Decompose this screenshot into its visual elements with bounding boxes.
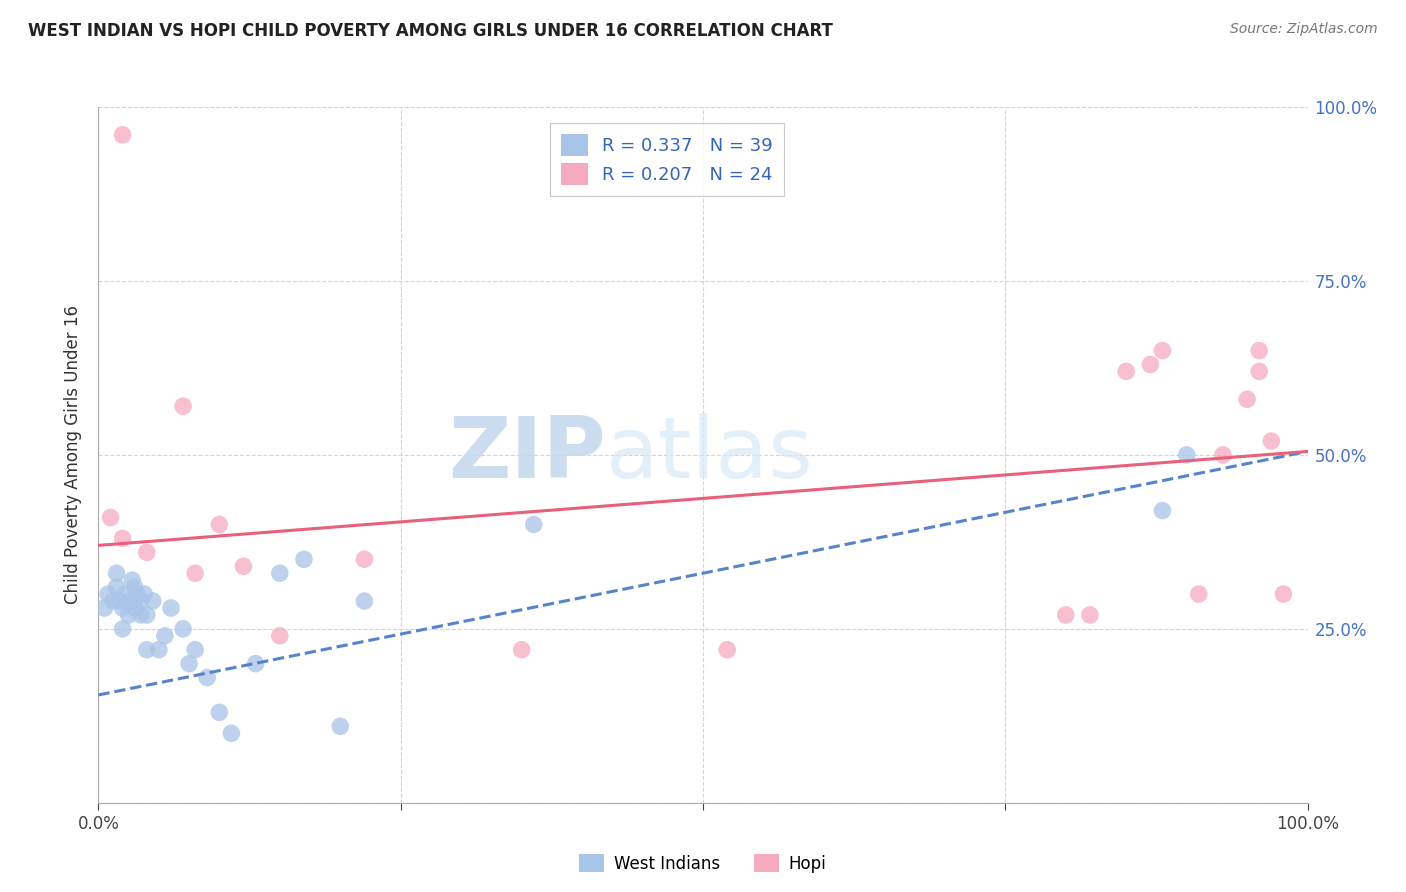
Y-axis label: Child Poverty Among Girls Under 16: Child Poverty Among Girls Under 16: [65, 305, 83, 605]
Point: [1249, 343, 1271, 358]
Point: [269, 566, 291, 581]
Point: [208, 706, 231, 720]
Text: atlas: atlas: [606, 413, 814, 497]
Point: [208, 517, 231, 532]
Point: [153, 629, 176, 643]
Point: [100, 510, 122, 524]
Point: [184, 642, 207, 657]
Point: [353, 552, 375, 566]
Point: [148, 642, 170, 657]
Point: [1249, 364, 1271, 378]
Point: [179, 657, 201, 671]
Point: [1175, 448, 1198, 462]
Point: [124, 580, 146, 594]
Point: [1272, 587, 1295, 601]
Point: [292, 552, 315, 566]
Point: [1054, 607, 1077, 622]
Point: [245, 657, 267, 671]
Point: [1236, 392, 1258, 407]
Point: [105, 580, 128, 594]
Point: [114, 587, 136, 601]
Point: [135, 545, 157, 559]
Point: [111, 622, 134, 636]
Point: [134, 587, 156, 601]
Point: [160, 601, 183, 615]
Point: [1260, 434, 1282, 448]
Point: [1115, 364, 1137, 378]
Point: [127, 587, 149, 601]
Legend: West Indians, Hopi: West Indians, Hopi: [572, 847, 834, 880]
Point: [184, 566, 207, 581]
Point: [111, 128, 134, 142]
Point: [510, 642, 533, 657]
Point: [129, 594, 152, 608]
Point: [105, 566, 128, 581]
Point: [172, 622, 194, 636]
Point: [716, 642, 738, 657]
Point: [129, 607, 152, 622]
Legend: R = 0.337   N = 39, R = 0.207   N = 24: R = 0.337 N = 39, R = 0.207 N = 24: [550, 123, 783, 196]
Point: [1078, 607, 1101, 622]
Point: [121, 573, 143, 587]
Point: [111, 532, 134, 546]
Point: [1212, 448, 1234, 462]
Point: [93, 601, 115, 615]
Point: [118, 594, 141, 608]
Text: ZIP: ZIP: [449, 413, 606, 497]
Point: [118, 607, 141, 622]
Point: [1152, 343, 1174, 358]
Point: [111, 601, 134, 615]
Point: [135, 642, 157, 657]
Point: [523, 517, 546, 532]
Point: [124, 594, 146, 608]
Point: [108, 594, 131, 608]
Point: [221, 726, 243, 740]
Point: [195, 671, 218, 685]
Point: [329, 719, 352, 733]
Point: [101, 594, 124, 608]
Point: [172, 399, 194, 413]
Text: Source: ZipAtlas.com: Source: ZipAtlas.com: [1230, 22, 1378, 37]
Point: [269, 629, 291, 643]
Point: [1139, 358, 1161, 372]
Point: [142, 594, 165, 608]
Point: [353, 594, 375, 608]
Text: WEST INDIAN VS HOPI CHILD POVERTY AMONG GIRLS UNDER 16 CORRELATION CHART: WEST INDIAN VS HOPI CHILD POVERTY AMONG …: [28, 22, 832, 40]
Point: [1152, 503, 1174, 517]
Point: [135, 607, 157, 622]
Point: [124, 601, 146, 615]
Point: [232, 559, 254, 574]
Point: [1188, 587, 1211, 601]
Point: [97, 587, 120, 601]
